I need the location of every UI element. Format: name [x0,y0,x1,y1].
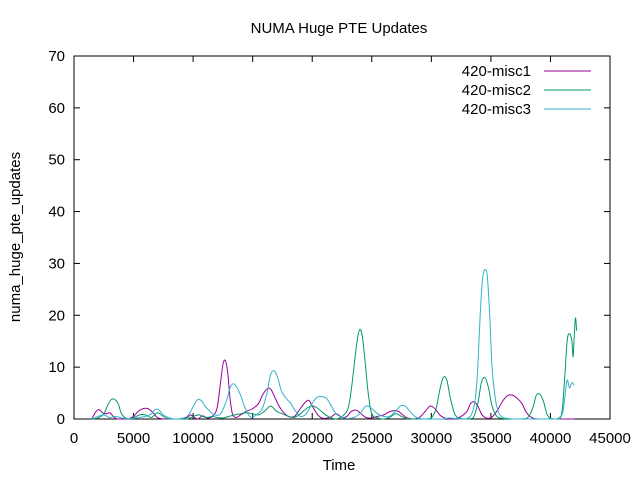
plot-area-border [73,55,611,420]
y-tick-label: 50 [48,152,65,169]
y-tick-label: 0 [57,411,65,428]
y-tick-label: 10 [48,359,65,376]
legend-label: 420-misc1 [462,63,531,80]
y-tick-label: 60 [48,100,65,117]
chart-title: NUMA Huge PTE Updates [251,20,428,37]
x-tick-label: 25000 [351,430,393,447]
series-line-420-misc2 [91,317,578,420]
y-axis-title: numa_huge_pte_updates [7,152,24,322]
x-tick-label: 35000 [470,430,512,447]
x-axis-title: Time [323,457,356,474]
x-axis: 0 5000 10000 15000 20000 25000 30000 35000 40000… [70,56,631,447]
x-tick-label: 10000 [172,430,214,447]
y-tick-label: 30 [48,255,65,272]
series-line-420-misc3 [91,268,575,420]
x-tick-label: 40000 [530,430,572,447]
y-axis: 0 10 20 30 40 50 60 70 [48,48,610,428]
y-tick-label: 20 [48,307,65,324]
series-lines [91,268,578,420]
x-tick-label: 15000 [232,430,274,447]
legend-label: 420-misc2 [462,82,531,99]
y-tick-label: 70 [48,48,65,65]
x-tick-label: 20000 [291,430,333,447]
y-tick-label: 40 [48,204,65,221]
legend: 420-misc1 420-misc2 420-misc3 [462,63,591,118]
legend-label: 420-misc3 [462,101,531,118]
x-tick-label: 5000 [117,430,150,447]
x-tick-label: 30000 [410,430,452,447]
x-tick-label: 0 [70,430,78,447]
x-tick-label: 45000 [589,430,631,447]
